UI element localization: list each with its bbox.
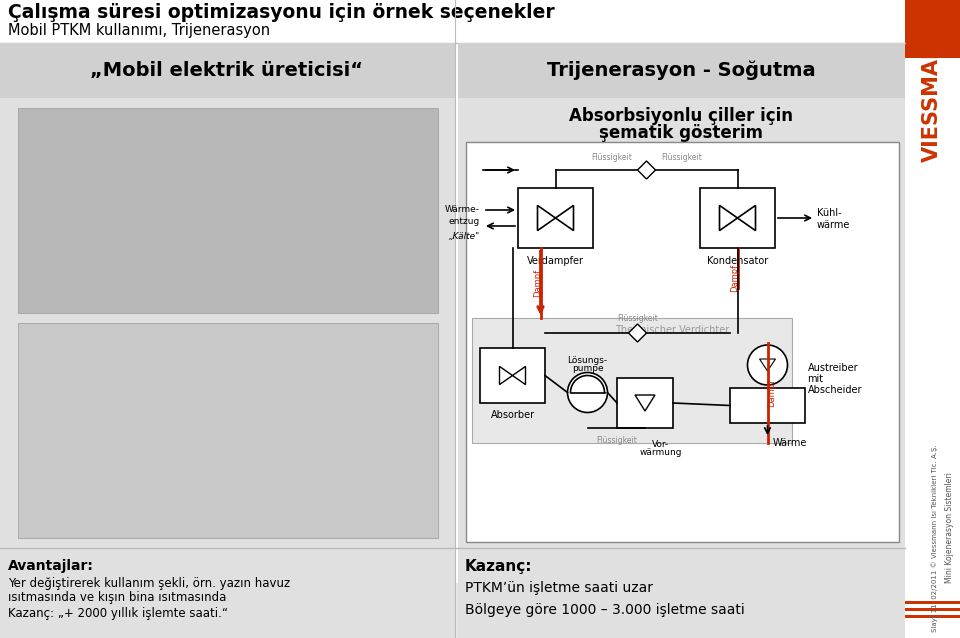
Circle shape <box>567 373 608 413</box>
FancyBboxPatch shape <box>905 601 960 604</box>
Polygon shape <box>737 205 756 230</box>
Text: wärmung: wärmung <box>639 448 683 457</box>
FancyBboxPatch shape <box>905 0 960 58</box>
FancyBboxPatch shape <box>458 548 905 638</box>
Text: pumpe: pumpe <box>572 364 603 373</box>
Text: Vor-: Vor- <box>653 440 670 449</box>
Text: Wärme: Wärme <box>773 438 806 448</box>
FancyBboxPatch shape <box>458 98 905 548</box>
Text: Flüssigkeit: Flüssigkeit <box>591 153 632 162</box>
FancyBboxPatch shape <box>0 0 905 583</box>
Text: Verdampfer: Verdampfer <box>527 256 584 266</box>
Text: Trijenerasyon - Soğutma: Trijenerasyon - Soğutma <box>546 60 815 80</box>
Text: Abscheider: Abscheider <box>807 385 862 395</box>
FancyBboxPatch shape <box>466 142 899 542</box>
FancyBboxPatch shape <box>472 318 792 443</box>
Text: Flüssigkeit: Flüssigkeit <box>596 436 636 445</box>
Bar <box>518 188 593 248</box>
Text: VIESSMANN: VIESSMANN <box>922 24 942 163</box>
Text: Wärme-: Wärme- <box>445 205 480 214</box>
Text: Flüssigkeit: Flüssigkeit <box>617 314 658 323</box>
FancyBboxPatch shape <box>905 615 960 618</box>
Text: Bölgeye göre 1000 – 3.000 işletme saati: Bölgeye göre 1000 – 3.000 işletme saati <box>465 603 745 617</box>
Polygon shape <box>499 366 513 385</box>
Text: Lösungs-: Lösungs- <box>567 356 608 365</box>
Text: Yer değiştirerek kullanım şekli, örn. yazın havuz: Yer değiştirerek kullanım şekli, örn. ya… <box>8 577 290 590</box>
FancyBboxPatch shape <box>905 0 960 638</box>
Text: şematik gösterim: şematik gösterim <box>599 124 763 142</box>
Text: Mini Kojenerasyon Sistemleri: Mini Kojenerasyon Sistemleri <box>946 473 954 583</box>
Text: Thermischer Verdichter: Thermischer Verdichter <box>614 325 730 335</box>
FancyBboxPatch shape <box>18 323 438 538</box>
Text: Kühl-: Kühl- <box>817 208 842 218</box>
Text: Dampf: Dampf <box>533 269 542 297</box>
Text: wärme: wärme <box>817 220 851 230</box>
Text: Absorbsiyonlu çiller için: Absorbsiyonlu çiller için <box>569 107 793 125</box>
Bar <box>730 388 805 423</box>
Polygon shape <box>637 161 656 179</box>
Text: Kondensator: Kondensator <box>707 256 768 266</box>
FancyBboxPatch shape <box>18 108 438 313</box>
Polygon shape <box>635 395 655 411</box>
FancyBboxPatch shape <box>458 43 905 98</box>
Polygon shape <box>556 205 573 230</box>
FancyBboxPatch shape <box>905 608 960 611</box>
Text: Slayt 11  02/2011 © Viessmann Isı Teknikleri Tic. A.Ş.: Slayt 11 02/2011 © Viessmann Isı Teknikl… <box>931 444 938 632</box>
Bar <box>700 188 775 248</box>
Bar <box>617 378 673 428</box>
Text: Flüssigkeit: Flüssigkeit <box>661 153 702 162</box>
FancyBboxPatch shape <box>0 98 455 548</box>
Text: mit: mit <box>807 374 824 384</box>
Text: „Mobil elektrik üreticisi“: „Mobil elektrik üreticisi“ <box>90 61 364 80</box>
Text: ısıtmasında ve kışın bina ısıtmasında: ısıtmasında ve kışın bina ısıtmasında <box>8 591 227 604</box>
Text: Dampf: Dampf <box>730 264 739 292</box>
Text: Kazanç: „+ 2000 yıllık işlemte saati.“: Kazanç: „+ 2000 yıllık işlemte saati.“ <box>8 607 228 619</box>
FancyBboxPatch shape <box>0 548 455 638</box>
FancyBboxPatch shape <box>0 43 455 98</box>
Text: „Kälte": „Kälte" <box>448 232 480 241</box>
Circle shape <box>748 345 787 385</box>
Text: Absorber: Absorber <box>491 410 535 420</box>
Polygon shape <box>759 359 776 371</box>
Text: Mobil PTKM kullanımı, Trijenerasyon: Mobil PTKM kullanımı, Trijenerasyon <box>8 22 270 38</box>
Text: Kazanç:: Kazanç: <box>465 558 533 574</box>
Text: Dampf: Dampf <box>767 379 776 407</box>
Text: PTKM’ün işletme saati uzar: PTKM’ün işletme saati uzar <box>465 581 653 595</box>
Polygon shape <box>719 205 737 230</box>
Polygon shape <box>629 324 646 342</box>
Polygon shape <box>538 205 556 230</box>
Text: Austreiber: Austreiber <box>807 363 858 373</box>
Bar <box>480 348 545 403</box>
Text: entzug: entzug <box>448 218 480 226</box>
Text: Çalışma süresi optimizasyonu için örnek seçenekler: Çalışma süresi optimizasyonu için örnek … <box>8 3 555 22</box>
Polygon shape <box>513 366 525 385</box>
Text: Avantajlar:: Avantajlar: <box>8 559 94 573</box>
